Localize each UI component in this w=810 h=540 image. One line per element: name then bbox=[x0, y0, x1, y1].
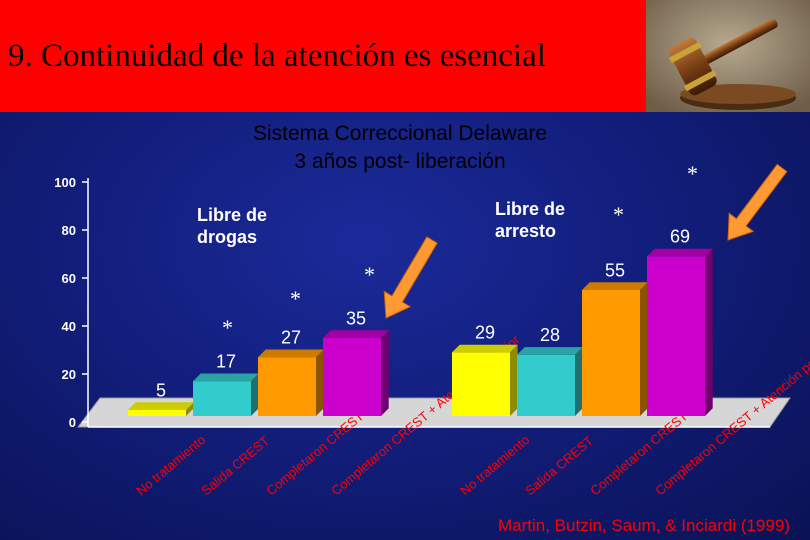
gavel-image bbox=[646, 0, 810, 112]
x-tick-label-g2-1: No tratamiento bbox=[457, 432, 532, 498]
group-label-drugs: Libre de drogas bbox=[197, 204, 267, 248]
significance-mark-4: * bbox=[613, 202, 624, 227]
group-label-arrest-line2: arresto bbox=[495, 221, 557, 241]
bar-top-g2-2 bbox=[517, 347, 583, 355]
significance-mark-3: * bbox=[364, 262, 375, 287]
significance-mark-5: * bbox=[687, 161, 698, 186]
bar-top-g2-1 bbox=[452, 344, 518, 353]
y-tick-label-4: 80 bbox=[62, 223, 76, 238]
plot-area: 0 20 40 60 80 100 5 No tratamiento 17 Salida CRES… bbox=[54, 163, 810, 498]
bar-g1-2 bbox=[193, 381, 251, 416]
highlight-arrow-drugs bbox=[383, 236, 438, 319]
title-banner: 9. Continuidad de la atención es esencia… bbox=[0, 0, 810, 112]
bar-g2-2 bbox=[517, 354, 575, 416]
bar-top-g1-1 bbox=[128, 402, 194, 410]
bar-side-g1-4 bbox=[381, 330, 389, 416]
bar-top-g2-4 bbox=[647, 248, 713, 257]
bar-side-g1-1 bbox=[186, 402, 194, 416]
x-tick-label-g2-2: Salida CREST bbox=[522, 433, 596, 498]
bar-top-g1-4 bbox=[323, 330, 389, 338]
bar-top-g2-3 bbox=[582, 282, 648, 290]
bar-g1-1 bbox=[128, 410, 186, 416]
y-tick-label-2: 40 bbox=[62, 319, 76, 334]
y-tick-label-3: 60 bbox=[62, 271, 76, 286]
significance-mark-2: * bbox=[290, 286, 301, 311]
chart-subtitle: 3 años post- liberación bbox=[294, 150, 506, 173]
group-label-arrest-line1: Libre de bbox=[495, 199, 566, 219]
bar-g1-3 bbox=[258, 357, 316, 416]
bar-side-g2-2 bbox=[575, 347, 583, 416]
group-label-drugs-line1: Libre de bbox=[197, 205, 268, 225]
bar-side-g1-2 bbox=[251, 373, 259, 416]
data-label-g2-4: 69 bbox=[670, 227, 690, 247]
bar-g2-1 bbox=[452, 352, 510, 416]
group-label-drugs-line2: drogas bbox=[197, 227, 258, 247]
chart-title: Sistema Correccional Delaware bbox=[252, 122, 548, 145]
significance-mark-1: * bbox=[222, 315, 233, 340]
y-tick-label-5: 100 bbox=[54, 175, 76, 190]
bar-top-g1-2 bbox=[193, 373, 259, 382]
x-tick-label-g1-2: Salida CREST bbox=[198, 433, 272, 498]
y-tick-label-1: 20 bbox=[62, 367, 76, 382]
group-label-arrest: Libre de arresto bbox=[495, 198, 565, 242]
bar-side-g2-1 bbox=[510, 344, 518, 416]
data-label-g1-3: 27 bbox=[281, 328, 301, 348]
data-label-g1-4: 35 bbox=[346, 308, 366, 328]
bar-side-g1-3 bbox=[316, 349, 324, 416]
y-tick-label-0: 0 bbox=[69, 415, 76, 430]
bar-g2-4 bbox=[647, 256, 705, 416]
bar-side-g2-3 bbox=[640, 282, 648, 416]
slide-title: 9. Continuidad de la atención es esencia… bbox=[8, 38, 546, 74]
data-label-g2-2: 28 bbox=[540, 325, 560, 345]
bar-side-g2-4 bbox=[705, 248, 713, 416]
source-citation: Martin, Butzin, Saum, & Inciardi (1999) bbox=[498, 516, 790, 535]
highlight-arrow-arrest bbox=[727, 163, 788, 241]
data-label-g2-3: 55 bbox=[605, 260, 625, 280]
data-label-g1-1: 5 bbox=[156, 380, 166, 400]
x-tick-label-g1-1: No tratamiento bbox=[133, 432, 208, 498]
bar-top-g1-3 bbox=[258, 349, 324, 358]
data-label-g1-2: 17 bbox=[216, 352, 236, 372]
bar-g1-4 bbox=[323, 338, 381, 416]
bar-g2-3 bbox=[582, 290, 640, 416]
data-label-g2-1: 29 bbox=[475, 323, 495, 343]
chart: Sistema Correccional Delaware 3 años pos… bbox=[0, 112, 810, 540]
